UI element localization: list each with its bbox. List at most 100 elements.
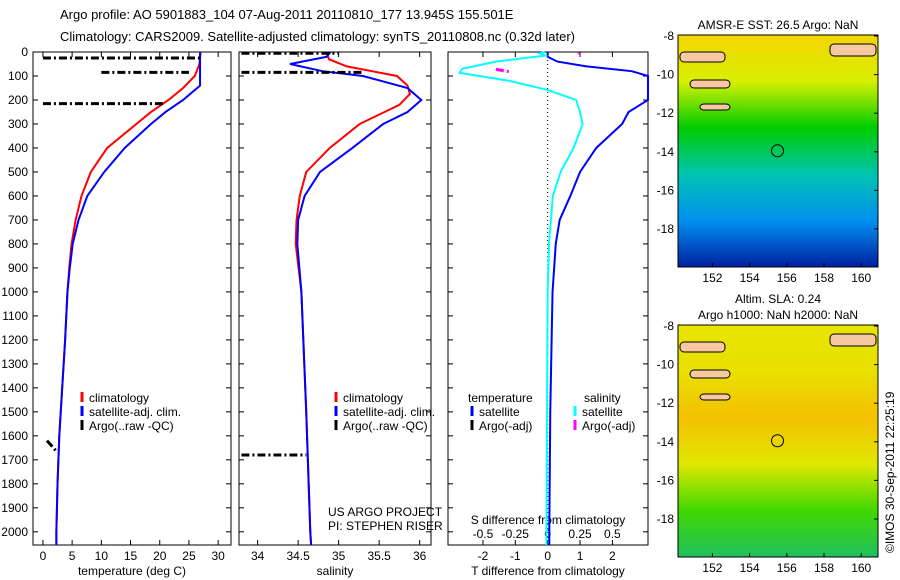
legend-label: satellite-adj. clim. — [89, 405, 181, 419]
map-field — [678, 35, 878, 267]
x-tick-label: 34 — [251, 549, 265, 563]
y-tick-label: 2000 — [1, 525, 28, 539]
land-shape — [699, 103, 731, 111]
x-tick-label: -1 — [510, 549, 521, 563]
legend-label: satellite-adj. clim. — [343, 405, 435, 419]
x2-tick-label: -0.5 — [473, 527, 494, 541]
x-tick-label: 36 — [413, 549, 427, 563]
lon-tick-label: 154 — [740, 561, 760, 575]
map-frame — [677, 34, 879, 268]
legend-label: climatology — [89, 391, 149, 405]
x-tick-label: 5 — [69, 549, 76, 563]
plot-frame — [32, 51, 232, 546]
lat-tick-label: -16 — [657, 473, 675, 487]
x-axis-label: T difference from climatology — [471, 564, 625, 578]
x-tick-label: 35 — [332, 549, 346, 563]
x2-axis-label: S difference from climatology — [471, 513, 626, 527]
x-tick-label: 34.5 — [286, 549, 310, 563]
lon-tick-label: 158 — [814, 561, 834, 575]
x-tick-label: 1 — [577, 549, 584, 563]
x-tick-label: 0 — [544, 549, 551, 563]
y-tick-label: 800 — [8, 237, 28, 251]
y-tick-label: 900 — [8, 261, 28, 275]
y-tick-label: 1700 — [1, 453, 28, 467]
legend-label: satellite — [479, 405, 520, 419]
legend-label: Argo(-adj) — [479, 419, 532, 433]
land-shape — [689, 79, 731, 89]
legend-label: satellite — [582, 405, 623, 419]
lat-tick-label: -10 — [657, 68, 675, 82]
x-tick-label: 35.5 — [367, 549, 391, 563]
legend-label: Argo(..raw -QC) — [343, 419, 428, 433]
y-tick-label: 1500 — [1, 405, 28, 419]
land-shape — [829, 333, 877, 347]
y-tick-label: 500 — [8, 165, 28, 179]
y-tick-label: 1400 — [1, 381, 28, 395]
pi-annotation: US ARGO PROJECT — [328, 505, 443, 519]
lat-tick-label: -16 — [657, 183, 675, 197]
sla-map: 152 154 156 158 160 -8 -10 -12 -14 -16 -18 Altim. S… — [657, 292, 879, 575]
y-tick-label: 400 — [8, 141, 28, 155]
y-tick-label: 1300 — [1, 357, 28, 371]
land-shape — [679, 341, 726, 353]
title-line-1: Argo profile: AO 5901883_104 07-Aug-2011… — [60, 7, 514, 22]
x2-tick-label: 0.5 — [604, 527, 621, 541]
series-line-satellite-adj-clim- — [289, 51, 423, 546]
lat-tick-label: -14 — [657, 145, 675, 159]
x-tick-label: 25 — [182, 549, 196, 563]
y-tick-label: 1100 — [2, 309, 28, 323]
x2-tick-label: 0.25 — [568, 527, 592, 541]
legend-label: Argo(-adj) — [582, 419, 635, 433]
lat-tick-label: -14 — [657, 435, 675, 449]
map-title: AMSR-E SST: 26.5 Argo: NaN — [698, 18, 859, 32]
lat-tick-label: -12 — [657, 396, 675, 410]
y-tick-label: 100 — [8, 69, 28, 83]
lat-tick-label: -18 — [657, 512, 675, 526]
land-shape — [699, 393, 731, 401]
lon-tick-label: 152 — [702, 271, 722, 285]
float-position-marker — [771, 144, 785, 158]
series-line-salinity-satellite — [457, 51, 584, 545]
lon-tick-label: 158 — [814, 271, 834, 285]
lon-tick-label: 160 — [851, 271, 871, 285]
lat-tick-label: -18 — [657, 222, 675, 236]
lat-tick-label: -12 — [657, 106, 675, 120]
x2-tick-label: 0 — [544, 527, 551, 541]
y-tick-label: 200 — [8, 93, 28, 107]
y-tick-label: 0 — [21, 45, 28, 59]
x-tick-label: 30 — [211, 549, 225, 563]
y-tick-label: 1900 — [1, 501, 28, 515]
series-line-satellite-adj-clim- — [55, 52, 202, 545]
y-tick-label: 300 — [8, 117, 28, 131]
legend-header: salinity — [584, 391, 621, 405]
salinity-panel: 34 34.5 35 35.5 36 salinity climatologysatelli… — [238, 51, 443, 578]
x-axis-label: salinity — [317, 564, 354, 578]
legend-label: Argo(..raw -QC) — [89, 419, 174, 433]
lon-tick-label: 156 — [777, 271, 797, 285]
difference-panel: -2 -1 0 1 2T difference from climatology -0.5… — [447, 51, 649, 578]
lat-tick-label: -8 — [663, 29, 674, 43]
y-tick-label: 600 — [8, 189, 28, 203]
y-tick-label: 1800 — [1, 477, 28, 491]
y-tick-label: 1600 — [1, 429, 28, 443]
x-tick-label: 2 — [609, 549, 616, 563]
x-axis-label: temperature (deg C) — [78, 564, 186, 578]
x2-tick-label: -0.25 — [502, 527, 530, 541]
lon-tick-label: 152 — [702, 561, 722, 575]
x-tick-label: 10 — [95, 549, 109, 563]
map-title: Argo h1000: NaN h2000: NaN — [698, 308, 858, 322]
y-tick-label: 1200 — [1, 333, 28, 347]
argo-segment — [45, 439, 59, 454]
float-position-marker — [771, 434, 785, 448]
x-tick-label: 15 — [124, 549, 138, 563]
plot-frame — [238, 51, 432, 546]
lon-tick-label: 154 — [740, 271, 760, 285]
lat-tick-label: -8 — [663, 319, 674, 333]
title-line-2: Climatology: CARS2009. Satellite-adjuste… — [60, 29, 575, 44]
lat-tick-label: -10 — [657, 358, 675, 372]
lon-tick-label: 156 — [777, 561, 797, 575]
legend-label: climatology — [343, 391, 403, 405]
map-field — [678, 325, 878, 557]
lon-tick-label: 160 — [851, 561, 871, 575]
